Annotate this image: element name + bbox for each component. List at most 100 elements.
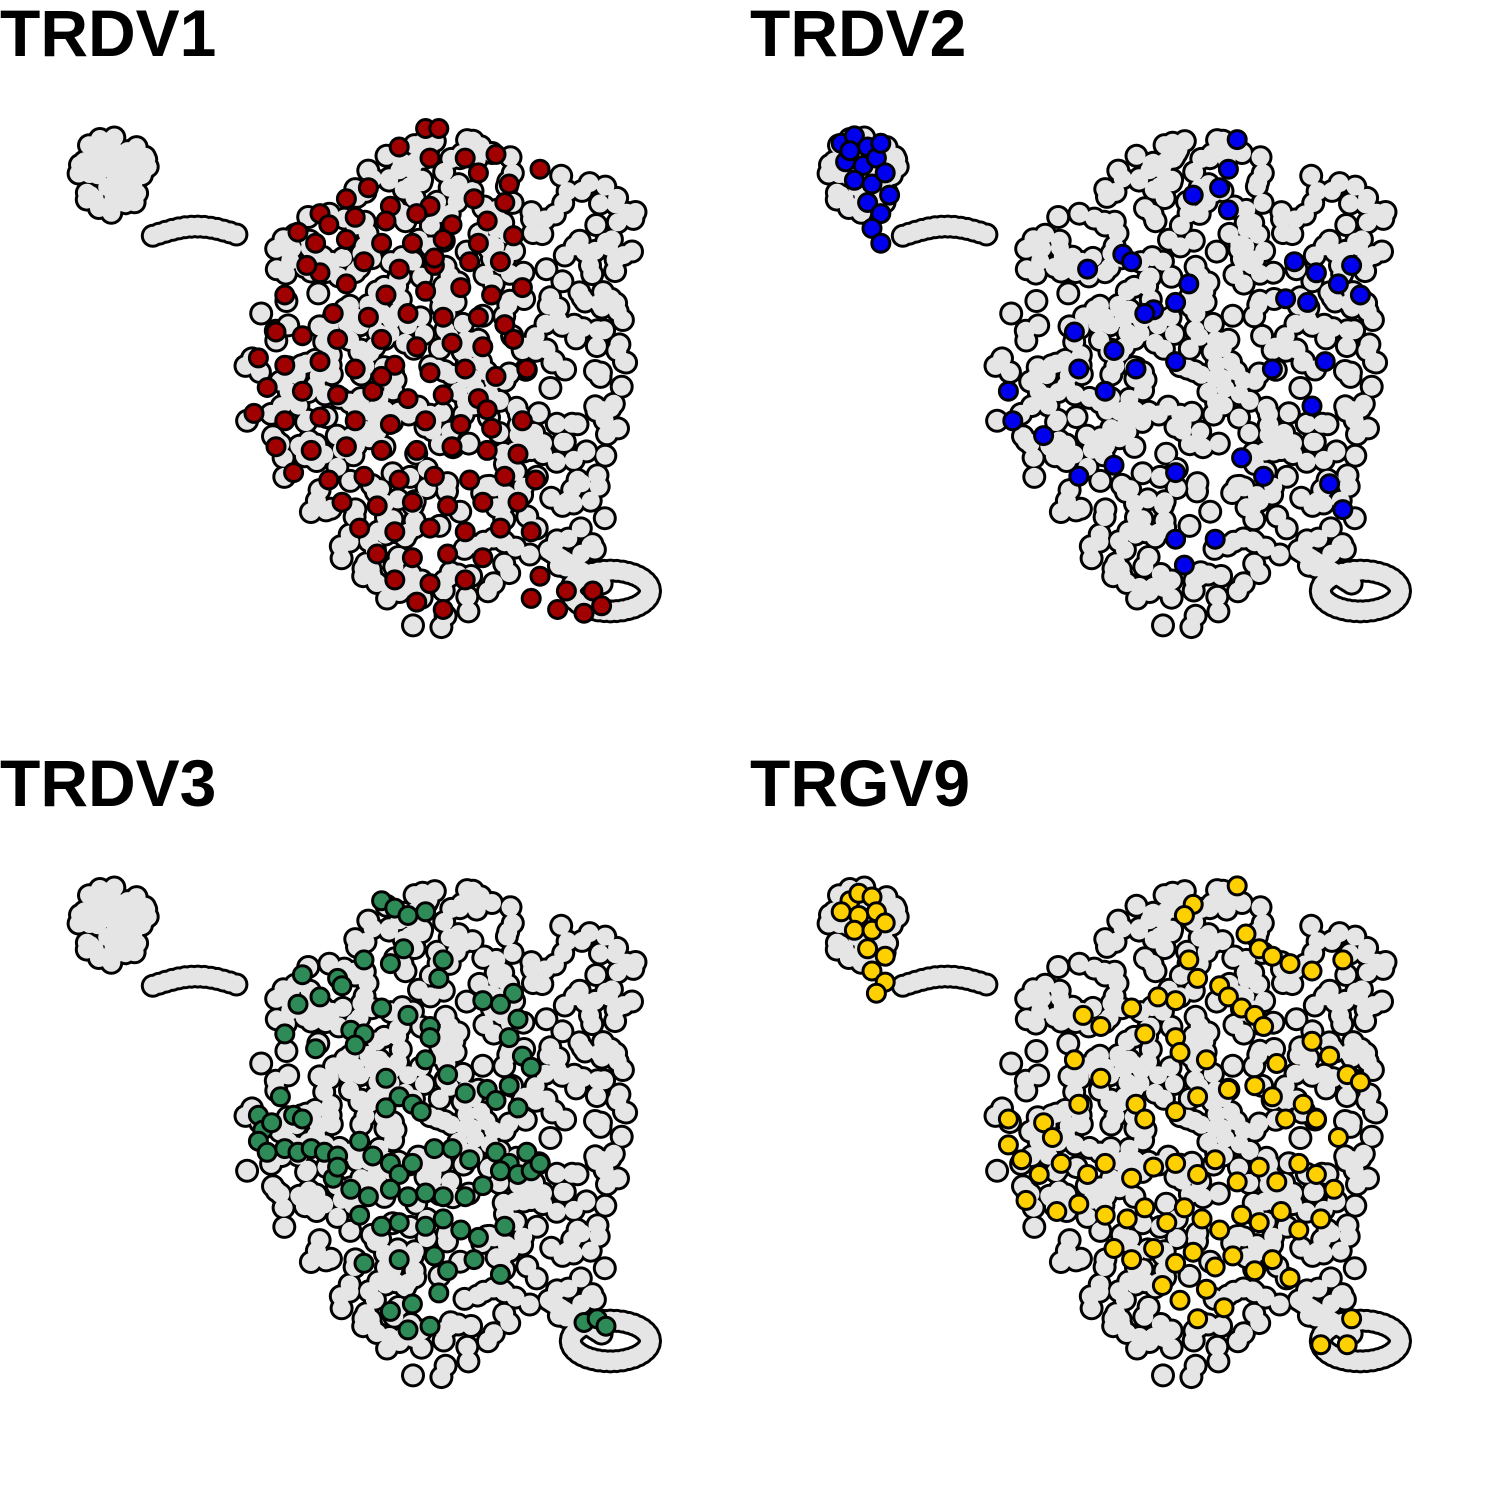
highlighted-point	[476, 210, 498, 232]
highlighted-point	[591, 595, 613, 617]
background-point	[471, 137, 490, 156]
highlighted-point	[520, 587, 542, 609]
background-point	[1090, 525, 1109, 544]
background-point	[227, 225, 246, 244]
background-point	[1180, 516, 1199, 535]
highlighted-point	[432, 306, 454, 328]
highlighted-point	[1033, 425, 1055, 447]
background-point	[567, 329, 586, 348]
highlighted-point	[1077, 258, 1099, 280]
highlighted-point	[265, 321, 287, 343]
background-point	[475, 265, 494, 284]
highlighted-point	[437, 495, 459, 517]
background-point	[601, 1149, 620, 1168]
highlighted-point	[503, 328, 525, 350]
highlighted-point	[401, 547, 423, 569]
background-point	[555, 996, 574, 1015]
background-point	[341, 1221, 360, 1240]
highlighted-point	[401, 1152, 423, 1174]
background-point	[1185, 571, 1204, 590]
background-point	[1091, 471, 1110, 490]
background-point	[365, 1290, 384, 1309]
panel-trgv9: TRGV9	[750, 750, 1500, 1500]
background-point	[1149, 316, 1168, 335]
background-point	[610, 335, 629, 354]
background-point	[596, 927, 615, 946]
highlighted-point	[450, 414, 472, 435]
background-point	[382, 311, 401, 330]
background-point	[1186, 320, 1205, 339]
background-point	[553, 1022, 572, 1041]
background-point	[977, 225, 996, 244]
background-point	[1390, 585, 1409, 604]
highlighted-point	[503, 225, 525, 247]
highlighted-point	[406, 203, 428, 225]
background-point	[1026, 264, 1045, 283]
highlighted-point	[485, 1090, 507, 1111]
scatter-plot	[816, 875, 1412, 1390]
highlighted-point	[384, 354, 406, 376]
highlighted-point	[459, 469, 481, 491]
background-point	[1070, 204, 1089, 223]
background-point	[124, 174, 143, 193]
background-point	[607, 1044, 626, 1063]
background-point	[553, 432, 572, 451]
background-point	[279, 1066, 298, 1085]
background-point	[1059, 284, 1078, 303]
background-point	[1223, 1056, 1242, 1075]
background-point	[1249, 225, 1268, 244]
highlighted-point	[459, 251, 481, 273]
background-point	[432, 618, 451, 637]
highlighted-point	[256, 377, 278, 398]
background-point	[522, 953, 541, 972]
background-point	[553, 1182, 572, 1201]
background-point	[1321, 519, 1340, 538]
highlighted-point	[476, 399, 498, 421]
background-point	[1000, 363, 1019, 382]
background-point	[274, 1198, 293, 1217]
highlighted-point	[1319, 473, 1341, 495]
background-point	[1330, 174, 1349, 193]
highlighted-point	[1165, 291, 1187, 313]
background-point	[1045, 447, 1064, 466]
background-point	[1313, 414, 1332, 433]
background-point	[587, 337, 606, 356]
highlighted-point	[415, 1049, 437, 1071]
background-point	[494, 1193, 513, 1212]
background-point	[835, 189, 854, 208]
background-point	[1272, 203, 1291, 222]
background-point	[102, 203, 121, 222]
highlighted-point	[489, 1263, 511, 1285]
background-point	[596, 446, 615, 465]
background-point	[580, 924, 599, 943]
background-point	[1213, 332, 1232, 351]
background-point	[90, 880, 109, 898]
highlighted-point	[353, 949, 375, 971]
highlighted-point	[472, 547, 494, 569]
background-point	[1247, 486, 1266, 505]
highlighted-point	[283, 462, 305, 484]
highlighted-point	[520, 1056, 542, 1078]
background-point	[500, 564, 519, 583]
highlighted-point	[331, 975, 353, 997]
background-point	[1333, 535, 1352, 554]
background-point	[1050, 239, 1069, 257]
background-point	[1045, 258, 1064, 276]
highlighted-point	[498, 173, 520, 195]
highlighted-point	[287, 221, 309, 243]
background-point	[309, 284, 328, 303]
background-point	[587, 1087, 606, 1106]
background-point	[340, 1275, 359, 1294]
background-point	[514, 263, 533, 282]
background-point	[404, 1366, 422, 1385]
highlighted-point	[1349, 284, 1371, 306]
highlighted-point	[388, 1249, 410, 1271]
background-point	[1082, 549, 1101, 568]
background-point	[80, 165, 99, 183]
highlighted-point	[472, 1175, 494, 1197]
background-point	[1117, 282, 1136, 301]
highlighted-point	[419, 362, 441, 384]
highlighted-point	[1283, 251, 1305, 273]
highlighted-point	[1002, 410, 1024, 432]
background-point	[1253, 164, 1272, 183]
